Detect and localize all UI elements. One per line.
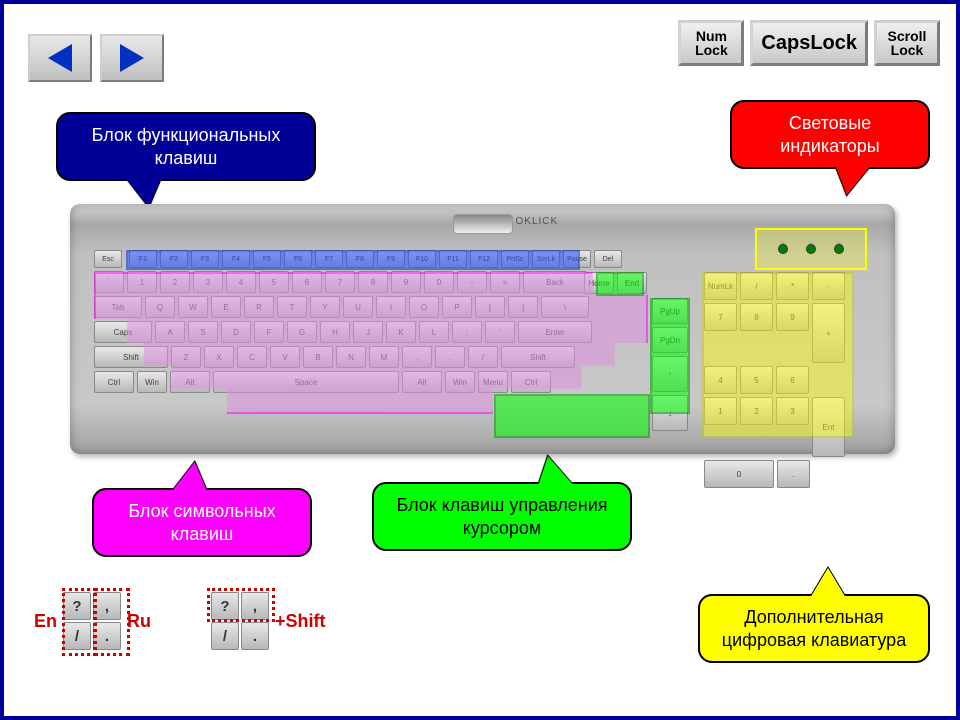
callout-text: Блок функциональных клавиш [92,125,281,168]
bottom-legend: En ?,/. Ru ?,/. +Shift [34,592,326,650]
next-button[interactable] [100,34,164,82]
arrow-left-icon [48,44,72,72]
capslock-button[interactable]: CapsLock [750,20,868,66]
nav-buttons [28,34,164,82]
prev-button[interactable] [28,34,92,82]
key-area: EscF1F2F3F4F5F6F7F8F9F10F11F12PrtScScrLk… [94,250,871,440]
key-win[interactable]: Win [137,371,167,393]
legend-en-ru: En ?,/. Ru [34,592,151,650]
zone-cursor-overlay [596,272,644,296]
callout-led-indicators: Световые индикаторы [730,100,930,169]
callout-symbol-keys: Блок символьных клавиш [92,488,312,557]
callout-numpad: Дополнительная цифровая клавиатура [698,594,930,663]
callout-text: Дополнительная цифровая клавиатура [722,607,906,650]
legend-shift-label: +Shift [275,611,326,632]
callout-text: Блок клавиш управления курсором [396,495,607,538]
numlock-button[interactable]: Num Lock [678,20,744,66]
callout-function-keys: Блок функциональных клавиш [56,112,316,181]
zone-function-overlay [126,250,580,270]
lock-buttons: Num Lock CapsLock Scroll Lock [678,20,940,66]
callout-tail [125,177,166,207]
callout-tail [829,165,871,195]
callout-text: Блок символьных клавиш [128,501,275,544]
dotted-box-icon [94,588,130,656]
zone-cursor-overlay [650,298,690,414]
callout-cursor-keys: Блок клавиш управления курсором [372,482,632,551]
callout-tail [810,568,846,598]
arrow-right-icon [120,44,144,72]
zone-cursor-overlay [494,394,650,438]
zone-numpad-overlay [702,272,854,438]
key-del[interactable]: Del [594,250,622,268]
key-ctrl[interactable]: Ctrl [94,371,134,393]
numpad-key-0[interactable]: 0 [704,460,774,488]
callout-tail [530,456,574,486]
keyboard-brand: OKLICK [516,216,559,227]
legend-en-label: En [34,611,57,632]
scrolllock-button[interactable]: Scroll Lock [874,20,940,66]
dotted-box-icon [207,588,275,622]
legend-ru-label: Ru [127,611,151,632]
keyboard: OKLICK EscF1F2F3F4F5F6F7F8F9F10F11F12Prt… [70,204,895,454]
legend-shift: ?,/. +Shift [211,592,326,650]
numpad-key-[interactable]: . [777,460,810,488]
legend-key: . [241,622,269,650]
key-esc[interactable]: Esc [94,250,122,268]
keyboard-top-notch [453,214,513,234]
dotted-box-icon [62,588,96,656]
legend-key: / [211,622,239,650]
callout-text: Световые индикаторы [780,113,879,156]
callout-tail [171,462,212,492]
